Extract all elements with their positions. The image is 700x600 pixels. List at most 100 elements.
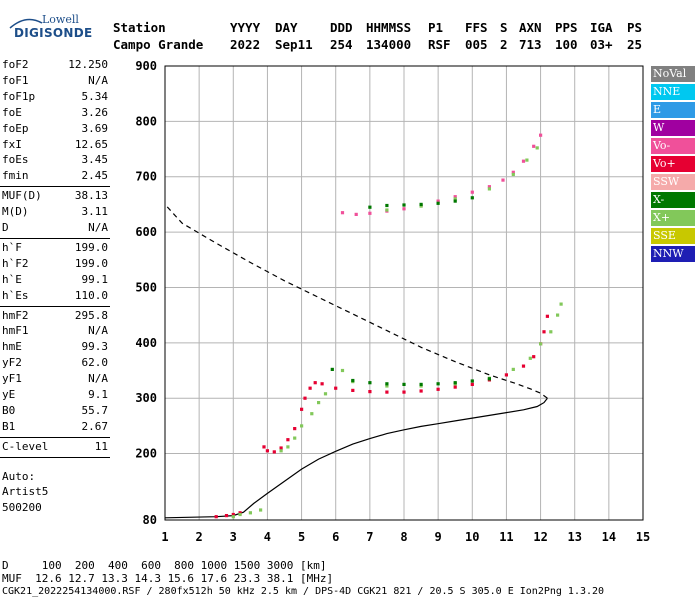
legend-item-sse-9: SSE <box>651 228 695 244</box>
ionogram-chart: 1 2 3 4 5 6 7 8 9 10 11 12 13 14 158020030040050060070… <box>135 59 650 544</box>
echo-point <box>511 367 515 371</box>
param-value: 99.3 <box>81 340 109 354</box>
param-value: N/A <box>88 221 108 234</box>
param-value: 2.67 <box>81 419 109 433</box>
echo-point <box>354 212 358 216</box>
x-tick-label: 2 <box>196 530 203 544</box>
echo-point <box>313 381 317 385</box>
param-key: h`F <box>2 240 22 254</box>
echo-point <box>487 185 491 189</box>
logo-lowell-text: Lowell <box>42 13 79 26</box>
legend-item-vo-5: Vo+ <box>651 156 695 172</box>
header-label-10: IGA <box>590 20 613 35</box>
header-value-7: 2 <box>500 37 508 52</box>
param-row: h`E 99.1 <box>2 273 108 287</box>
param-row: h`F2 199.0 <box>2 257 108 271</box>
echo-point <box>340 211 345 215</box>
echo-point <box>419 204 423 208</box>
param-key: fmin <box>2 169 29 183</box>
header-label-3: DDD <box>330 20 353 35</box>
echo-point <box>556 313 560 317</box>
header-label-0: Station <box>113 20 166 35</box>
param-row: foEs 3.45 <box>2 153 108 167</box>
param-row: M(D) 3.11 <box>2 205 108 219</box>
distance-line: D 100 200 400 600 800 1000 1500 3000 [km… <box>2 559 327 572</box>
param-separator <box>0 305 110 307</box>
legend-item-x-7: X- <box>651 192 695 208</box>
echo-point <box>334 386 338 390</box>
param-value: 11 <box>94 439 108 453</box>
param-value: N/A <box>88 73 108 87</box>
echo-point <box>532 144 536 148</box>
param-value: 62.0 <box>81 356 109 370</box>
param-row: D N/A <box>2 221 108 235</box>
legend-item-ssw-6: SSW <box>651 174 695 190</box>
echo-point <box>470 196 474 200</box>
echo-point <box>419 389 423 393</box>
param-row: MUF(D) 38.13 <box>2 189 108 203</box>
auto-scaler-line: 500200 <box>2 500 42 514</box>
echo-point <box>419 202 423 206</box>
param-row: fmin 2.45 <box>2 169 108 183</box>
header-value-6: 005 <box>465 37 488 52</box>
header-value-0: Campo Grande <box>113 37 204 52</box>
echo-point <box>385 208 389 212</box>
param-key: foF2 <box>2 58 29 71</box>
param-row: h`F 199.0 <box>2 241 108 255</box>
header-value-8: 713 <box>519 37 542 52</box>
echo-point <box>214 515 218 519</box>
y-tick-label: 600 <box>135 225 157 239</box>
param-key: M(D) <box>2 205 29 219</box>
echo-point <box>231 515 235 519</box>
echo-point <box>317 401 321 405</box>
x-tick-label: 11 <box>499 530 513 544</box>
param-row: yF2 62.0 <box>2 356 108 370</box>
echo-point <box>549 330 553 334</box>
x-tick-label: 9 <box>435 530 442 544</box>
param-value: 12.65 <box>74 137 108 151</box>
x-tick-label: 1 <box>161 530 168 544</box>
echo-point <box>532 355 536 359</box>
param-key: yE <box>2 388 16 401</box>
param-row: B1 2.67 <box>2 420 108 434</box>
header-label-1: YYYY <box>230 20 261 35</box>
param-value: 3.45 <box>81 153 109 167</box>
legend-item-nnw-10: NNW <box>651 246 695 262</box>
echo-point <box>293 436 297 440</box>
param-row: foF1 N/A <box>2 74 108 88</box>
param-key: h`E <box>2 272 22 286</box>
echo-point <box>453 199 457 203</box>
echo-point <box>303 396 307 400</box>
echo-point <box>385 382 389 386</box>
echo-point <box>385 390 389 394</box>
y-tick-label: 800 <box>135 114 157 128</box>
header-label-9: PPS <box>555 20 578 35</box>
param-key: foEp <box>2 121 29 135</box>
legend-item-e-2: E <box>651 102 695 118</box>
header-label-4: HHMMSS <box>366 20 412 35</box>
echo-point <box>272 450 276 454</box>
param-value: 199.0 <box>74 256 108 270</box>
echo-point <box>368 381 372 385</box>
y-tick-label: 200 <box>135 447 157 461</box>
param-value: 12.250 <box>68 58 108 71</box>
echo-point <box>436 199 440 203</box>
echo-point <box>402 203 406 207</box>
echo-point <box>419 382 423 386</box>
header-label-11: PS <box>627 20 643 35</box>
param-separator <box>0 456 110 458</box>
echo-point <box>545 314 549 318</box>
param-value: 199.0 <box>74 240 108 254</box>
echo-point <box>453 195 457 199</box>
echo-point <box>368 205 372 209</box>
param-row: hmF2 295.8 <box>2 309 108 323</box>
x-tick-label: 15 <box>636 530 650 544</box>
param-row: yF1 N/A <box>2 372 108 386</box>
y-tick-label: 400 <box>135 336 157 350</box>
param-row: foF1p 5.34 <box>2 90 108 104</box>
echo-point <box>436 382 440 386</box>
x-tick-label: 10 <box>465 530 479 544</box>
auto-scaler-line: Artist5 <box>2 485 49 499</box>
echo-point <box>470 190 474 194</box>
param-separator <box>0 186 110 188</box>
